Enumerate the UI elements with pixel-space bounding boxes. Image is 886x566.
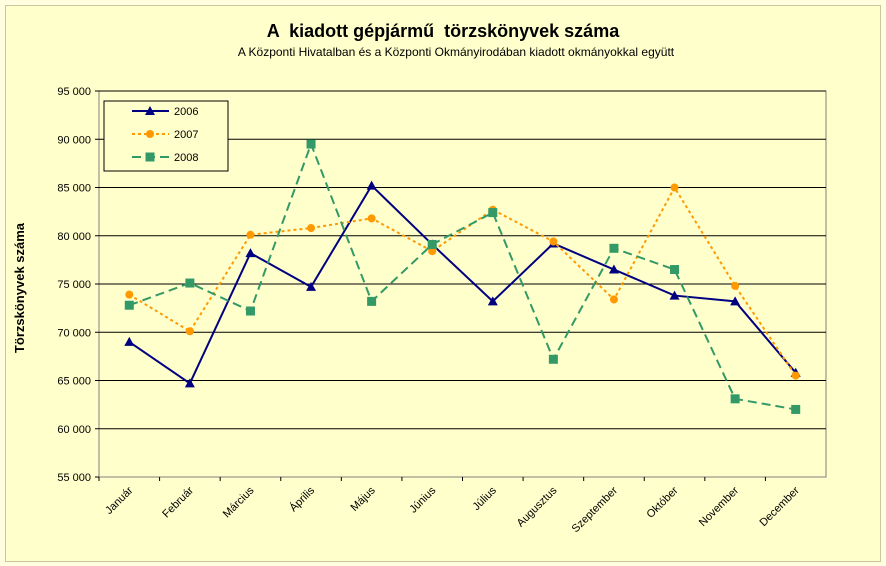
series-lines <box>124 139 801 414</box>
data-point-2006 <box>124 336 135 346</box>
y-tick-label: 85 000 <box>57 183 91 195</box>
series-2008 <box>124 139 801 414</box>
data-point-2007 <box>670 183 679 192</box>
data-point-2007 <box>609 295 618 304</box>
data-point-2007 <box>125 290 134 299</box>
x-tick-label: Február <box>160 484 196 520</box>
data-point-2008 <box>488 208 498 218</box>
series-line-2008 <box>128 141 796 411</box>
x-tick-label: December <box>757 484 802 529</box>
data-point-2007 <box>791 371 800 380</box>
x-tick-label: Szeptember <box>570 484 621 535</box>
data-point-2008 <box>427 239 437 249</box>
x-tick-label: Április <box>287 484 318 515</box>
data-point-2008 <box>548 354 558 364</box>
legend-label-2006: 2006 <box>174 106 198 118</box>
x-tick-label: Október <box>645 484 681 520</box>
data-point-2008 <box>609 243 619 253</box>
data-point-2008 <box>730 394 740 404</box>
data-point-2007 <box>246 230 255 239</box>
y-tick-label: 60 000 <box>57 424 91 436</box>
y-tick-labels: 55 000 60 000 65 000 70 000 75 000 80 000 85 0… <box>57 86 91 484</box>
data-point-2006 <box>245 248 256 258</box>
data-point-2008 <box>670 265 680 275</box>
x-tick-label: Május <box>349 484 379 514</box>
series-line-2006 <box>128 183 797 385</box>
x-tick-label: Augusztus <box>515 484 560 529</box>
data-point-2007 <box>549 237 558 246</box>
data-point-2007 <box>428 247 437 256</box>
legend-box <box>103 100 229 172</box>
legend-marker-2008 <box>145 152 155 162</box>
data-point-2008 <box>367 296 377 306</box>
data-point-2007 <box>367 214 376 223</box>
x-tick-labels: Január Február Március Április Május Június Jú… <box>98 477 802 535</box>
chart-subtitle: A Központi Hivatalban és a Központi Okmá… <box>238 45 675 59</box>
x-tick-label: Július <box>471 484 500 513</box>
data-point-2006 <box>608 264 619 274</box>
x-tick-label: Január <box>103 484 136 517</box>
y-tick-label: 65 000 <box>57 376 91 388</box>
data-point-2007 <box>731 281 740 290</box>
chart-title: A kiadott gépjármű törzskönyvek száma <box>267 21 620 41</box>
legend-label-2008: 2008 <box>174 152 198 164</box>
x-tick-label: November <box>697 484 742 529</box>
y-tick-label: 90 000 <box>57 134 91 146</box>
y-axis-label: Törzskönyvek száma <box>12 222 27 353</box>
data-point-2006 <box>487 296 498 306</box>
x-tick-label: Június <box>407 484 438 515</box>
data-point-2006 <box>184 378 195 388</box>
legend-label-2007: 2007 <box>174 129 198 141</box>
data-point-2006 <box>306 281 317 291</box>
data-point-2008 <box>306 139 316 149</box>
data-point-2008 <box>245 306 255 316</box>
series-2007 <box>125 183 800 380</box>
y-tick-label: 80 000 <box>57 231 91 243</box>
data-point-2008 <box>185 278 195 288</box>
data-point-2007 <box>307 224 316 233</box>
y-tick-label: 55 000 <box>57 472 91 484</box>
data-point-2008 <box>791 404 801 414</box>
y-tick-label: 75 000 <box>57 279 91 291</box>
data-point-2006 <box>730 296 741 306</box>
legend: 2006 2007 2008 <box>103 100 229 172</box>
y-tick-label: 70 000 <box>57 327 91 339</box>
y-tick-label: 95 000 <box>57 86 91 98</box>
data-point-2006 <box>669 290 680 300</box>
legend-marker-2006 <box>145 106 155 115</box>
data-point-2006 <box>366 180 377 190</box>
x-tick-label: Március <box>221 484 257 520</box>
data-point-2007 <box>185 327 194 336</box>
data-point-2008 <box>124 300 134 310</box>
legend-marker-2007 <box>146 130 154 138</box>
